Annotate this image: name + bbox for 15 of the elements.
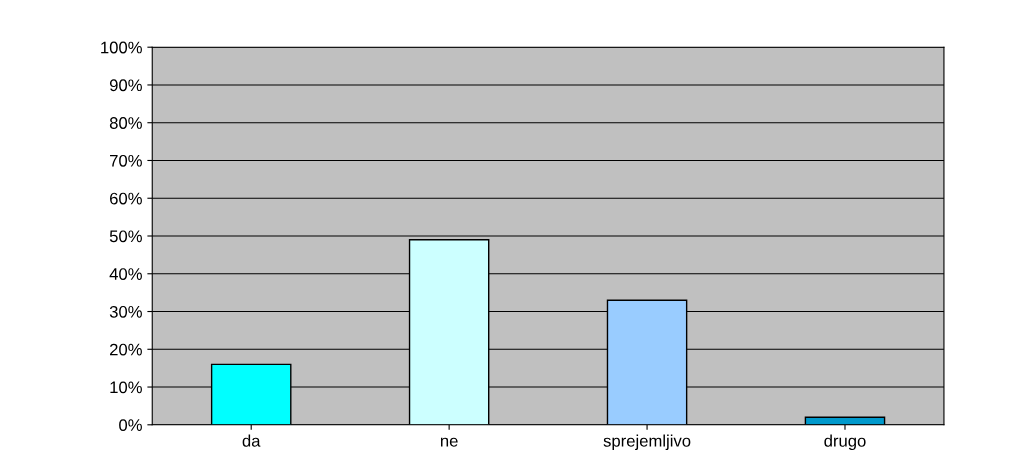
y-tick-label: 90%: [109, 79, 142, 92]
y-tick-label: 20%: [110, 343, 142, 356]
y-tick-label: 80%: [109, 117, 142, 129]
y-tick-label: 40%: [109, 268, 142, 280]
y-tick-label: 100%: [101, 41, 142, 54]
y-tick-label: 10%: [110, 381, 142, 394]
x-tick-label: da: [242, 434, 261, 447]
y-tick-label: 60%: [110, 192, 142, 205]
y-tick-label: 30%: [109, 305, 142, 318]
y-tick-label: 70%: [110, 154, 142, 167]
x-tick-label: ne: [440, 437, 458, 447]
y-tick-label: 50%: [109, 230, 142, 243]
x-tick-label: sprejemljivo: [603, 434, 691, 451]
y-tick-label: 0%: [119, 419, 142, 431]
x-tick-label: drugo: [824, 434, 866, 451]
